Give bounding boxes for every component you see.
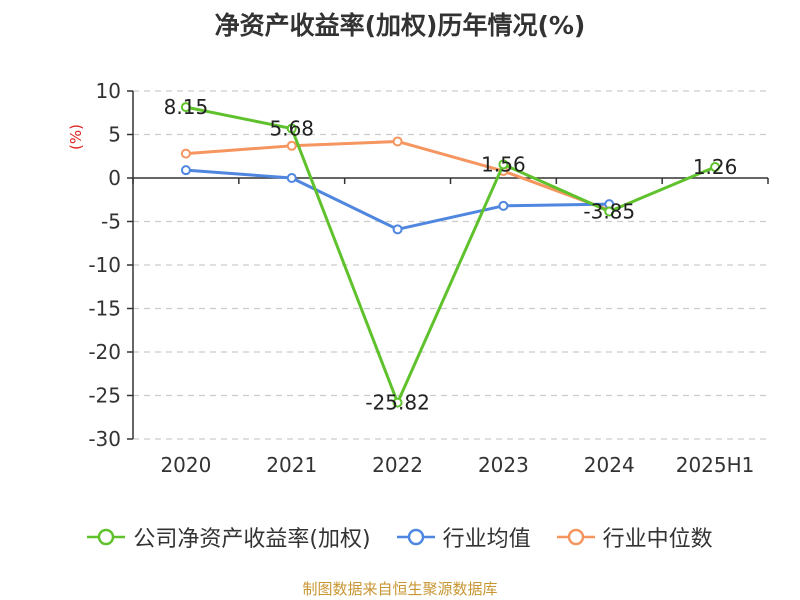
y-tick-label: -5 (101, 210, 121, 234)
data-point-industry-avg[interactable] (286, 173, 297, 183)
data-label: -3.85 (583, 199, 635, 223)
chart-title: 净资产收益率(加权)历年情况(%) (214, 11, 586, 40)
data-point-company[interactable] (498, 159, 509, 170)
legend-item-industry-median[interactable]: 行业中位数 (556, 521, 713, 553)
data-point-industry-avg[interactable] (392, 224, 403, 235)
series-line-company (185, 105, 716, 405)
data-label: -25.82 (365, 391, 429, 415)
y-tick-label: -30 (88, 427, 121, 451)
axes: 10 5 0 -5 -10 -15 -20 -25 -30 2020 2021 2022 2023 202… (88, 79, 769, 477)
y-tick-label: -15 (88, 297, 121, 321)
series-line-industry-avg (185, 168, 610, 231)
data-point-industry-median[interactable] (180, 148, 191, 159)
data-point-company[interactable] (392, 397, 403, 408)
y-tick-label: -25 (88, 384, 121, 408)
data-labels: 8.15 5.68 -25.82 1.56 -3.85 1.26 (164, 95, 738, 415)
x-tick-label: 2021 (266, 453, 317, 477)
data-label: 1.56 (481, 152, 526, 176)
x-tick-label: 2025H1 (676, 453, 755, 477)
legend-item-company[interactable]: 公司净资产收益率(加权) (87, 521, 371, 553)
y-tick-label: 10 (96, 79, 121, 103)
data-point-industry-median[interactable] (392, 136, 403, 147)
data-point-company[interactable] (604, 206, 615, 217)
legend-marker-industry-median (556, 528, 595, 546)
y-tick-label: 0 (108, 166, 121, 190)
legend-marker-industry-avg (396, 528, 435, 546)
legend-label-industry-median: 行业中位数 (602, 527, 713, 552)
y-tick-label: -20 (88, 340, 121, 364)
data-point-industry-avg[interactable] (180, 165, 191, 176)
data-point-company[interactable] (710, 162, 721, 173)
y-tick-label: 5 (108, 123, 121, 147)
data-point-industry-median[interactable] (286, 140, 297, 151)
legend: 公司净资产收益率(加权) 行业均值 行业中位数 (0, 517, 800, 557)
series-lines (180, 102, 721, 408)
data-label: 8.15 (164, 95, 209, 119)
source-note: 制图数据来自恒生聚源数据库 (302, 580, 498, 598)
x-tick-label: 2024 (584, 453, 635, 477)
data-point-company[interactable] (180, 102, 191, 113)
x-tick-label: 2023 (478, 453, 529, 477)
legend-item-industry-avg[interactable]: 行业均值 (396, 521, 531, 553)
x-tick-label: 2022 (372, 453, 423, 477)
data-label: 1.26 (693, 155, 738, 179)
data-point-company[interactable] (286, 123, 297, 134)
legend-label-industry-avg: 行业均值 (442, 527, 531, 552)
grid-lines (133, 90, 768, 440)
legend-marker-company (87, 528, 126, 546)
y-tick-label: -10 (88, 253, 121, 277)
data-point-industry-avg[interactable] (498, 200, 509, 211)
legend-label-company: 公司净资产收益率(加权) (133, 527, 371, 552)
data-label: 5.68 (269, 117, 314, 141)
x-tick-label: 2020 (160, 453, 211, 477)
